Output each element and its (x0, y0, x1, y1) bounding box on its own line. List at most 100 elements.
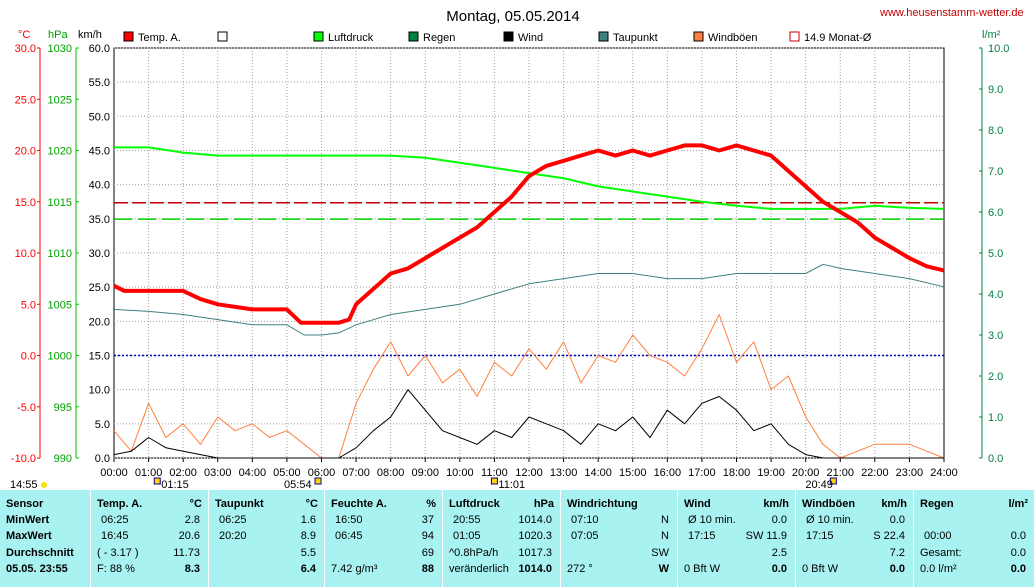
x-tick-label: 21:00 (826, 467, 854, 479)
temp-tick-label: -5.0 (17, 402, 36, 414)
speed-tick-label: 35.0 (89, 214, 110, 226)
temp-tick-label: 5.0 (21, 299, 36, 311)
site-url[interactable]: www.heusenstamm-wetter.de (880, 7, 1024, 19)
marker-sun-icon (829, 477, 837, 485)
x-tick-label: 10:00 (446, 467, 474, 479)
temp-tick-label: 25.0 (15, 94, 36, 106)
x-tick-label: 06:00 (308, 467, 336, 479)
legend-label: Temp. A. (138, 32, 181, 44)
marker-label: 20:49 (805, 479, 833, 490)
pressure-tick-label: 1020 (48, 146, 72, 158)
x-tick-label: 15:00 (619, 467, 647, 479)
speed-unit-label: km/h (78, 29, 102, 41)
x-tick-label: 22:00 (861, 467, 889, 479)
marker-label: 11:01 (498, 479, 525, 490)
stats-cell-avg: 1017.3 (518, 547, 552, 559)
stats-cell-max-time: 07:05 (571, 530, 599, 542)
marker-sun-icon (314, 477, 322, 485)
stats-cell-max-time: 00:00 (924, 530, 952, 542)
stats-cell-unit: % (426, 498, 436, 510)
x-tick-label: 09:00 (411, 467, 439, 479)
pressure-tick-label: 995 (54, 402, 72, 414)
stats-cell-avg: 0.0 (1010, 547, 1026, 559)
x-tick-label: 23:00 (896, 467, 924, 479)
pressure-tick-label: 1015 (48, 197, 72, 209)
legend-label: Regen (423, 32, 455, 44)
x-tick-label: 01:00 (135, 467, 163, 479)
stats-cell-max: SW 11.9 (745, 530, 787, 542)
stats-cell-head: Temp. A. (97, 498, 143, 510)
stats-column-temp-a-: Temp. A. °C 06:25 2.8 16:45 20.6 ( - 3.17 ) 11.… (90, 490, 208, 587)
x-tick-label: 08:00 (377, 467, 405, 479)
stats-cell-min: 0.0 (889, 514, 905, 526)
stats-cell-avg-note: ( - 3.17 ) (97, 547, 139, 559)
stats-cell-head: Wind (684, 498, 711, 510)
stats-column-luftdruck: Luftdruck hPa 20:55 1014.0 01:05 1020.3 ^0.8hP… (442, 490, 560, 587)
stats-cell-cur-note: 0.0 l/m² (920, 563, 957, 575)
row-label-avg: Durchschnitt (6, 547, 74, 559)
temp-unit-label: °C (18, 29, 30, 41)
row-label-column: Sensor MinWert MaxWert Durchschnitt 05.0… (0, 490, 90, 587)
legend-swatch (313, 31, 324, 42)
stats-cell-avg: 7.2 (889, 547, 905, 559)
marker-sun-icon (41, 482, 47, 488)
stats-cell-cur: W (658, 563, 669, 575)
speed-tick-label: 25.0 (89, 282, 110, 294)
x-tick-label: 24:00 (930, 467, 958, 479)
x-tick-label: 12:00 (515, 467, 543, 479)
stats-cell-min-time: Ø 10 min. (806, 514, 854, 526)
stats-cell-cur: 0.0 (1010, 563, 1026, 575)
stats-cell-cur: 6.4 (300, 563, 316, 575)
stats-cell-max-time: 16:45 (101, 530, 129, 542)
series-line-taupunkt (113, 263, 945, 336)
rain-tick-label: 7.0 (988, 166, 1003, 178)
temp-tick-label: 20.0 (15, 146, 36, 158)
stats-cell-head: Taupunkt (215, 498, 264, 510)
row-label-current: 05.05. 23:55 (6, 563, 68, 575)
legend-label: Luftdruck (328, 32, 374, 44)
legend-swatch (217, 31, 228, 42)
stats-table: Sensor MinWert MaxWert Durchschnitt 05.0… (0, 490, 1034, 587)
stats-cell-head: Luftdruck (449, 498, 500, 510)
marker-label: 01:15 (161, 479, 189, 490)
legend-swatch (693, 31, 704, 42)
series-line-windb-en (113, 314, 945, 459)
rain-tick-label: 6.0 (988, 207, 1003, 219)
marker-sun-icon (153, 477, 161, 485)
stats-cell-max: S 22.4 (873, 530, 905, 542)
pressure-tick-label: 1010 (48, 248, 72, 260)
stats-cell-unit: hPa (533, 498, 554, 510)
temp-tick-label: 0.0 (21, 351, 36, 363)
stats-cell-max: 8.9 (300, 530, 316, 542)
stats-cell-cur: 88 (421, 563, 434, 575)
stats-column-taupunkt: Taupunkt °C 06:25 1.6 20:20 8.9 5.5 6.4 (208, 490, 324, 587)
stats-column-windb-en: Windböen km/h Ø 10 min. 0.0 17:15 S 22.4 7.2 0 … (795, 490, 913, 587)
x-tick-label: 17:00 (688, 467, 716, 479)
temp-tick-label: -10.0 (11, 453, 36, 465)
pressure-tick-label: 1030 (48, 43, 72, 55)
rain-tick-label: 3.0 (988, 330, 1003, 342)
marker-label: 14:55 (10, 479, 38, 490)
x-tick-label: 03:00 (204, 467, 232, 479)
stats-cell-cur: 0.0 (771, 563, 787, 575)
stats-cell-min-time: 07:10 (571, 514, 599, 526)
rain-tick-label: 0.0 (988, 453, 1003, 465)
stats-cell-min: 1014.0 (518, 514, 552, 526)
rain-tick-label: 9.0 (988, 84, 1003, 96)
stats-cell-min-time: 06:25 (219, 514, 247, 526)
speed-tick-label: 5.0 (95, 419, 110, 431)
stats-cell-head: Windrichtung (567, 498, 638, 510)
stats-cell-min: 37 (421, 514, 434, 526)
legend-label: 14.9 Monat-Ø (804, 32, 872, 44)
pressure-tick-label: 1025 (48, 94, 72, 106)
stats-cell-max: 20.6 (178, 530, 200, 542)
rain-tick-label: 4.0 (988, 289, 1003, 301)
stats-cell-min-time: 06:25 (101, 514, 129, 526)
stats-column-wind: Wind km/h Ø 10 min. 0.0 17:15 SW 11.9 2.5 0 Bft… (677, 490, 795, 587)
legend-label: Wind (518, 32, 543, 44)
stats-cell-cur-note: F: 88 % (97, 563, 135, 575)
stats-cell-min: 0.0 (771, 514, 787, 526)
rain-tick-label: 5.0 (988, 248, 1003, 260)
stats-cell-max: 0.0 (1010, 530, 1026, 542)
stats-cell-unit: l/m² (1008, 498, 1028, 510)
